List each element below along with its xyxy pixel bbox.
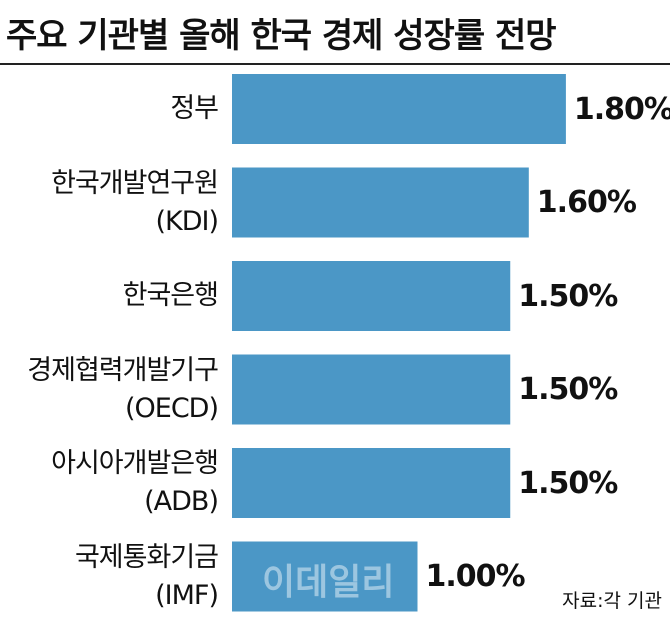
- bar: [232, 74, 566, 144]
- category-label: 한국개발연구원 (KDI): [51, 167, 219, 237]
- value-label: 1.50%: [518, 278, 618, 314]
- value-label: 1.50%: [518, 372, 618, 407]
- bar: [232, 354, 511, 425]
- category-label: 국제통화기금 (IMF): [74, 541, 219, 611]
- category-label: 아시아개발은행 (ADB): [51, 448, 219, 517]
- value-label: 1.50%: [518, 465, 618, 501]
- category-label: 경제협력개발기구 (OECD): [27, 354, 219, 424]
- chart-title: 주요 기관별 올해 한국 경제 성장률 전망: [6, 16, 557, 56]
- category-label: 한국은행: [122, 280, 219, 311]
- bar: [232, 448, 511, 518]
- bar: [232, 261, 511, 331]
- watermark: 이데일리: [262, 562, 395, 603]
- value-label: 1.60%: [536, 185, 637, 220]
- value-label: 1.00%: [425, 559, 526, 594]
- source-note: 자료:각 기관: [562, 590, 662, 612]
- bar: [232, 167, 529, 238]
- category-label: 정부: [170, 93, 219, 124]
- bar: [232, 541, 418, 612]
- value-label: 1.80%: [573, 91, 670, 127]
